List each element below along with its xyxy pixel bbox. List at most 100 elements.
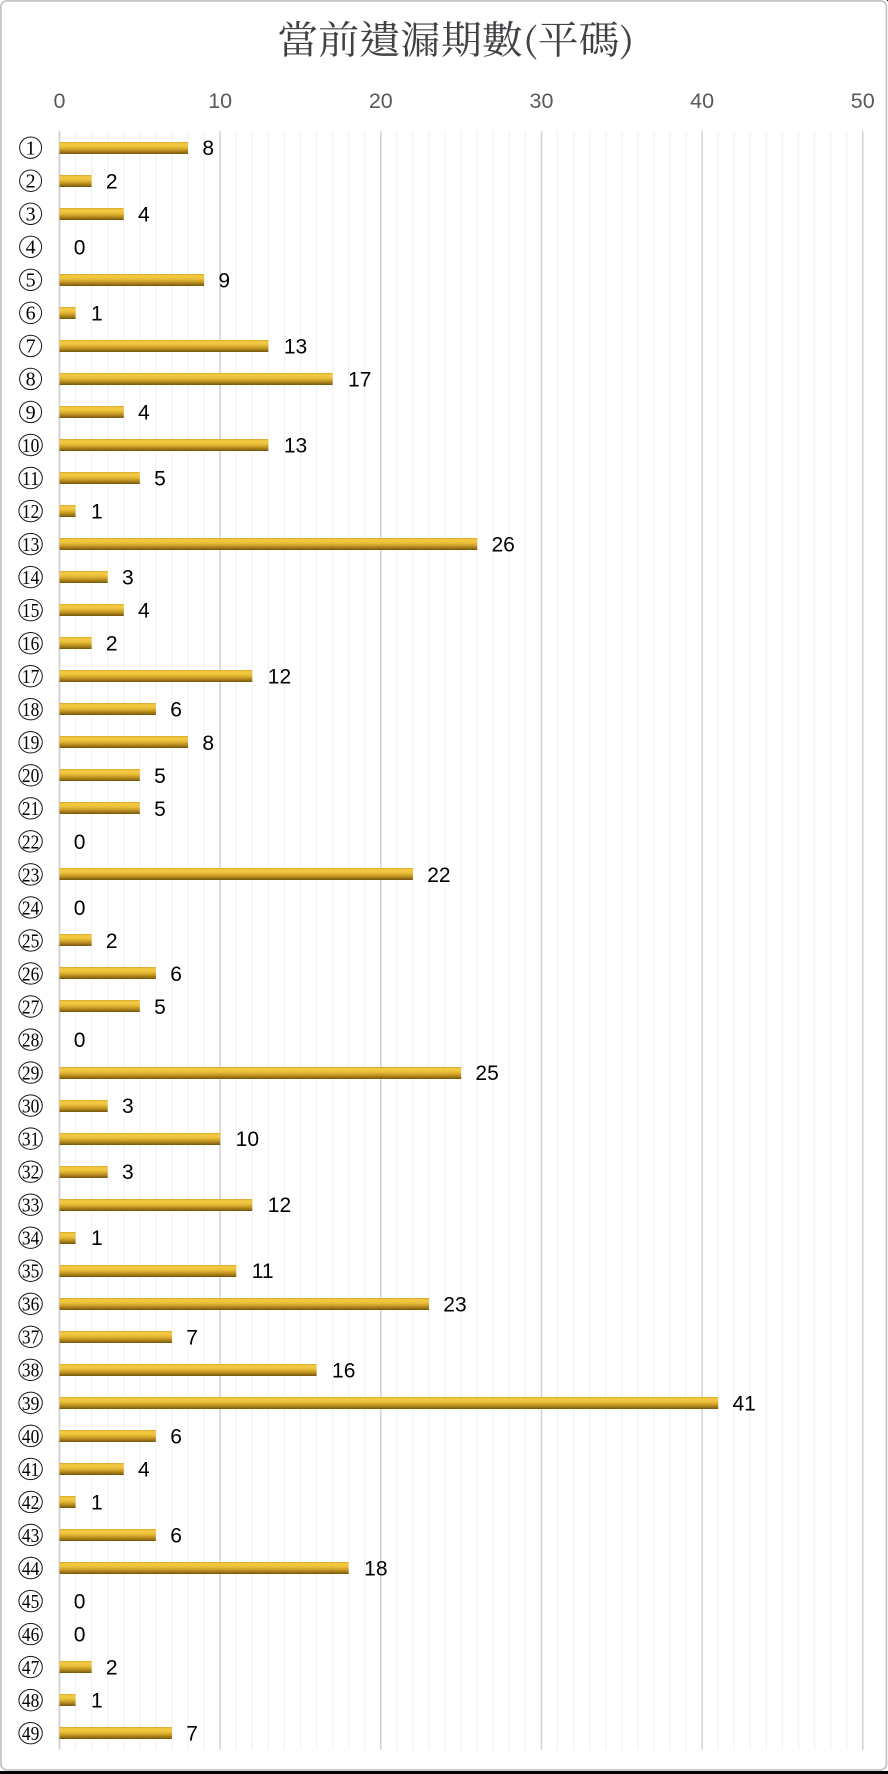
svg-text:5: 5 bbox=[154, 468, 166, 491]
svg-text:17: 17 bbox=[348, 368, 371, 391]
svg-text:37: 37 bbox=[22, 1327, 39, 1349]
svg-text:1: 1 bbox=[91, 1690, 103, 1713]
svg-text:1: 1 bbox=[91, 302, 103, 325]
svg-text:41: 41 bbox=[732, 1392, 755, 1415]
svg-text:5: 5 bbox=[154, 798, 166, 821]
svg-text:20: 20 bbox=[22, 765, 39, 787]
svg-text:3: 3 bbox=[122, 1095, 134, 1118]
svg-text:11: 11 bbox=[22, 468, 39, 490]
svg-text:16: 16 bbox=[22, 633, 39, 655]
svg-text:4: 4 bbox=[138, 600, 150, 623]
svg-text:12: 12 bbox=[268, 666, 291, 689]
svg-text:5: 5 bbox=[26, 270, 36, 292]
svg-text:0: 0 bbox=[74, 1591, 86, 1614]
svg-text:4: 4 bbox=[26, 237, 36, 259]
svg-text:36: 36 bbox=[22, 1294, 39, 1316]
svg-text:20: 20 bbox=[369, 89, 393, 113]
svg-text:25: 25 bbox=[22, 930, 39, 952]
svg-text:19: 19 bbox=[22, 732, 39, 754]
svg-text:44: 44 bbox=[22, 1558, 39, 1580]
svg-text:22: 22 bbox=[22, 831, 39, 853]
svg-text:23: 23 bbox=[22, 864, 39, 886]
svg-text:6: 6 bbox=[170, 699, 182, 722]
svg-text:38: 38 bbox=[22, 1360, 39, 1382]
svg-text:8: 8 bbox=[26, 369, 36, 391]
svg-text:24: 24 bbox=[22, 897, 39, 919]
svg-text:4: 4 bbox=[138, 401, 150, 424]
svg-text:6: 6 bbox=[170, 1524, 182, 1547]
svg-text:43: 43 bbox=[22, 1525, 39, 1547]
svg-text:17: 17 bbox=[22, 666, 39, 688]
svg-text:26: 26 bbox=[491, 534, 514, 557]
svg-text:30: 30 bbox=[529, 89, 553, 113]
svg-text:12: 12 bbox=[22, 501, 39, 523]
svg-text:16: 16 bbox=[332, 1359, 355, 1382]
svg-text:12: 12 bbox=[268, 1194, 291, 1217]
svg-text:10: 10 bbox=[22, 435, 39, 457]
svg-text:7: 7 bbox=[186, 1723, 198, 1746]
svg-text:1: 1 bbox=[26, 138, 36, 160]
svg-text:5: 5 bbox=[154, 765, 166, 788]
svg-text:1: 1 bbox=[91, 1491, 103, 1514]
svg-text:3: 3 bbox=[122, 1161, 134, 1184]
svg-text:1: 1 bbox=[91, 1227, 103, 1250]
svg-text:0: 0 bbox=[74, 1029, 86, 1052]
svg-text:0: 0 bbox=[74, 1624, 86, 1647]
svg-text:2: 2 bbox=[106, 633, 118, 656]
svg-text:8: 8 bbox=[202, 137, 214, 160]
svg-text:49: 49 bbox=[22, 1723, 39, 1745]
svg-text:4: 4 bbox=[138, 203, 150, 226]
svg-text:40: 40 bbox=[22, 1426, 39, 1448]
svg-text:3: 3 bbox=[26, 204, 36, 226]
svg-text:0: 0 bbox=[74, 897, 86, 920]
svg-text:32: 32 bbox=[22, 1162, 39, 1184]
svg-text:26: 26 bbox=[22, 963, 39, 985]
svg-text:7: 7 bbox=[26, 336, 36, 358]
svg-text:22: 22 bbox=[427, 864, 450, 887]
svg-text:0: 0 bbox=[74, 831, 86, 854]
svg-text:45: 45 bbox=[22, 1591, 39, 1613]
svg-text:47: 47 bbox=[22, 1657, 39, 1679]
svg-text:27: 27 bbox=[22, 996, 39, 1018]
svg-text:15: 15 bbox=[22, 600, 39, 622]
svg-text:5: 5 bbox=[154, 996, 166, 1019]
svg-text:6: 6 bbox=[26, 303, 36, 325]
svg-text:28: 28 bbox=[22, 1029, 39, 1051]
svg-text:6: 6 bbox=[170, 963, 182, 986]
svg-text:40: 40 bbox=[690, 89, 714, 113]
svg-text:35: 35 bbox=[22, 1261, 39, 1283]
svg-text:33: 33 bbox=[22, 1195, 39, 1217]
svg-text:41: 41 bbox=[22, 1459, 39, 1481]
svg-text:2: 2 bbox=[106, 1657, 118, 1680]
svg-text:9: 9 bbox=[26, 402, 36, 424]
svg-text:13: 13 bbox=[284, 434, 307, 457]
svg-text:48: 48 bbox=[22, 1690, 39, 1712]
svg-text:31: 31 bbox=[22, 1129, 39, 1151]
svg-text:21: 21 bbox=[22, 798, 39, 820]
svg-text:2: 2 bbox=[106, 930, 118, 953]
svg-text:7: 7 bbox=[186, 1326, 198, 1349]
svg-text:25: 25 bbox=[475, 1062, 498, 1085]
svg-text:42: 42 bbox=[22, 1492, 39, 1514]
svg-text:10: 10 bbox=[236, 1128, 259, 1151]
svg-text:46: 46 bbox=[22, 1624, 39, 1646]
svg-text:3: 3 bbox=[122, 567, 134, 590]
svg-text:30: 30 bbox=[22, 1095, 39, 1117]
svg-text:50: 50 bbox=[851, 89, 875, 113]
svg-text:18: 18 bbox=[364, 1558, 387, 1581]
svg-text:8: 8 bbox=[202, 732, 214, 755]
svg-text:0: 0 bbox=[54, 89, 66, 113]
svg-text:9: 9 bbox=[218, 269, 230, 292]
svg-text:13: 13 bbox=[22, 534, 39, 556]
svg-text:13: 13 bbox=[284, 335, 307, 358]
svg-text:6: 6 bbox=[170, 1425, 182, 1448]
svg-text:14: 14 bbox=[22, 567, 39, 589]
svg-text:23: 23 bbox=[443, 1293, 466, 1316]
svg-text:0: 0 bbox=[74, 236, 86, 259]
svg-text:29: 29 bbox=[22, 1062, 39, 1084]
svg-text:11: 11 bbox=[252, 1260, 274, 1283]
svg-text:10: 10 bbox=[208, 89, 232, 113]
svg-text:34: 34 bbox=[22, 1228, 39, 1250]
svg-text:2: 2 bbox=[106, 170, 118, 193]
svg-text:1: 1 bbox=[91, 501, 103, 524]
